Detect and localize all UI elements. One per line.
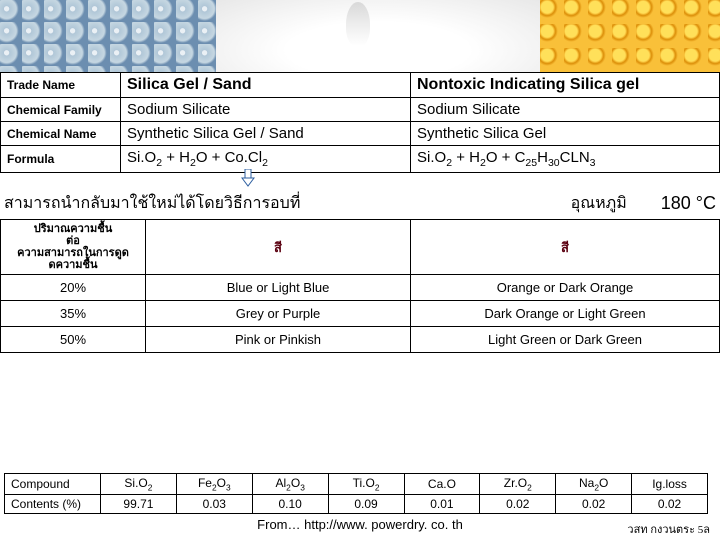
row-label: Contents (%): [5, 495, 101, 514]
table-row: Compound Si.O2 Fe2O3 Al2O3 Ti.O2 Ca.O Zr…: [5, 473, 708, 494]
table-row: 20% Blue or Light Blue Orange or Dark Or…: [1, 275, 720, 301]
cell: Ig.loss: [632, 473, 708, 494]
color-header-b: สี: [411, 220, 720, 275]
cell: Ca.O: [404, 473, 480, 494]
table-row: 35% Grey or Purple Dark Orange or Light …: [1, 301, 720, 327]
cell: Si.O2 + H2O + Co.Cl2: [121, 146, 411, 173]
cell: Synthetic Silica Gel / Sand: [121, 122, 411, 146]
pct-cell: 50%: [1, 327, 146, 353]
cell: 0.03: [176, 495, 252, 514]
cell: Zr.O2: [480, 473, 556, 494]
cell: Al2O3: [252, 473, 328, 494]
cell: Grey or Purple: [146, 301, 411, 327]
table-row: Chemical Family Sodium Silicate Sodium S…: [1, 98, 720, 122]
cell: 0.02: [632, 495, 708, 514]
cell: Sodium Silicate: [121, 98, 411, 122]
white-powder-photo: [216, 0, 540, 72]
cell: Sodium Silicate: [411, 98, 720, 122]
moisture-color-table: ปริมาณความชื้น ต่อ ความสามารถในการดูด ดค…: [0, 219, 720, 353]
cell: Nontoxic Indicating Silica gel: [411, 73, 720, 98]
cell: Fe2O3: [176, 473, 252, 494]
pct-cell: 20%: [1, 275, 146, 301]
cell: Synthetic Silica Gel: [411, 122, 720, 146]
footer-row: วสท กงวนตระ 5ล: [0, 520, 720, 538]
row-label: Chemical Family: [1, 98, 121, 122]
cell: Na2O: [556, 473, 632, 494]
pct-cell: 35%: [1, 301, 146, 327]
row-label: Trade Name: [1, 73, 121, 98]
cell: 0.10: [252, 495, 328, 514]
table-row: Trade Name Silica Gel / Sand Nontoxic In…: [1, 73, 720, 98]
blue-silica-gel-photo: [0, 0, 216, 72]
composition-table: Compound Si.O2 Fe2O3 Al2O3 Ti.O2 Ca.O Zr…: [4, 473, 708, 514]
cell: Si.O2 + H2O + C25H30CLN3: [411, 146, 720, 173]
table-row: Formula Si.O2 + H2O + Co.Cl2 Si.O2 + H2O…: [1, 146, 720, 173]
table-row: Contents (%) 99.71 0.03 0.10 0.09 0.01 0…: [5, 495, 708, 514]
properties-table: Trade Name Silica Gel / Sand Nontoxic In…: [0, 72, 720, 173]
row-label: Compound: [5, 473, 101, 494]
table-row: ปริมาณความชื้น ต่อ ความสามารถในการดูด ดค…: [1, 220, 720, 275]
table-row: Chemical Name Synthetic Silica Gel / San…: [1, 122, 720, 146]
cell: 0.02: [480, 495, 556, 514]
cell: 0.02: [556, 495, 632, 514]
cell: 0.09: [328, 495, 404, 514]
cell: Pink or Pinkish: [146, 327, 411, 353]
cell: Silica Gel / Sand: [121, 73, 411, 98]
cell: 0.01: [404, 495, 480, 514]
footer-right-text: วสท กงวนตระ 5ล: [627, 520, 710, 538]
thai-text: สามารถนำกลับมาใช้ใหม่ได้โดยวิธีการอบที่: [4, 191, 358, 216]
cell: Orange or Dark Orange: [411, 275, 720, 301]
header-image-strip: [0, 0, 720, 72]
table-row: 50% Pink or Pinkish Light Green or Dark …: [1, 327, 720, 353]
regeneration-note: สามารถนำกลับมาใช้ใหม่ได้โดยวิธีการอบที่ …: [0, 187, 720, 218]
orange-silica-gel-photo: [540, 0, 720, 72]
moisture-header: ปริมาณความชื้น ต่อ ความสามารถในการดูด ดค…: [1, 220, 146, 275]
color-header-a: สี: [146, 220, 411, 275]
arrow-down-icon: [240, 169, 256, 185]
cell: Blue or Light Blue: [146, 275, 411, 301]
cell: 99.71: [101, 495, 177, 514]
row-label: Chemical Name: [1, 122, 121, 146]
temperature-value: 180 °C: [661, 193, 716, 214]
cell: Si.O2: [101, 473, 177, 494]
temperature-label: อุณหภูมิ: [571, 191, 627, 216]
row-label: Formula: [1, 146, 121, 173]
composition-table-wrap: Compound Si.O2 Fe2O3 Al2O3 Ti.O2 Ca.O Zr…: [0, 473, 720, 514]
cell: Dark Orange or Light Green: [411, 301, 720, 327]
cell: Ti.O2: [328, 473, 404, 494]
cell: Light Green or Dark Green: [411, 327, 720, 353]
